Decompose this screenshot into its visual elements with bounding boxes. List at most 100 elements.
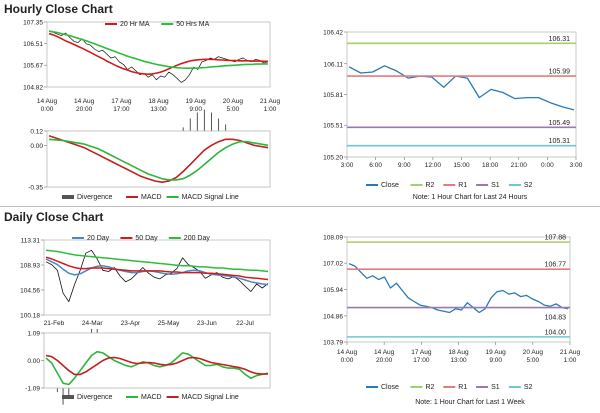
hourly-pivot-legend-label: R2 xyxy=(426,182,435,189)
daily_price-series-20-day xyxy=(45,258,269,286)
hourly-price-xtick-label: 9:00 xyxy=(189,106,202,113)
daily_pivot-ytick-label: 103.79 xyxy=(323,340,343,347)
hourly-price-xtick-label: 17:00 xyxy=(113,106,130,113)
daily-pivot-xtick-label: 20:00 xyxy=(376,357,393,364)
daily-pivot-level-label: 107.88 xyxy=(545,235,567,242)
daily-pivot-note: Note: 1 Hour Chart for Last 1 Week xyxy=(415,399,525,406)
daily-pivot-legend-label: R2 xyxy=(426,384,435,391)
hourly_price-series-20-hr-ma xyxy=(48,32,268,75)
daily_macd-frame xyxy=(43,332,271,389)
hourly_price-ytick-label: 104.82 xyxy=(23,85,43,92)
hourly_pivot-frame xyxy=(346,31,577,158)
daily-pivot-level-label: 104.83 xyxy=(545,315,567,322)
hourly-pivot-level-label: 105.99 xyxy=(549,69,571,76)
daily_macd-series-macd xyxy=(45,350,269,386)
daily-pivot-legend-label: S1 xyxy=(491,384,500,391)
daily-pivot-xtick-label: 17:00 xyxy=(413,357,430,364)
hourly_macd-ytick-label: 0.12 xyxy=(30,129,43,136)
daily-pivot-xtick-label: 13:00 xyxy=(450,357,467,364)
hourly_price-series-50-hrs-ma xyxy=(48,30,268,69)
hourly-macd-legend-swatch xyxy=(62,195,74,199)
daily-pivot-xtick-label: 14 Aug xyxy=(374,349,395,356)
daily-price-xtick-label: 23-Jun xyxy=(197,320,217,327)
daily_price-ytick-label: 113.31 xyxy=(21,238,41,245)
daily-price-legend-label: 20 Day xyxy=(87,235,110,242)
daily-macd-legend-label: MACD Signal Line xyxy=(182,394,239,401)
daily_price-ytick-label: 108.93 xyxy=(20,263,40,270)
daily-price-xtick-label: 21-Feb xyxy=(44,320,65,327)
hourly-pivot-xtick-label: 21:00 xyxy=(511,162,528,169)
daily-section-title: Daily Close Chart xyxy=(4,210,104,224)
daily-pivot-xtick-label: 19 Aug xyxy=(486,349,507,356)
daily_macd-ytick-label: 1.09 xyxy=(27,331,40,338)
hourly-price-xtick-label: 0:00 xyxy=(41,106,54,113)
daily-pivot-xtick-label: 1:00 xyxy=(564,357,577,364)
daily_price-series-50-day xyxy=(45,256,269,281)
hourly-section-title: Hourly Close Chart xyxy=(4,2,113,16)
daily-pivot-level-label: 104.00 xyxy=(545,329,567,336)
daily-pivot-xtick-label: 5:00 xyxy=(527,357,540,364)
daily_price-series-close xyxy=(45,249,269,303)
hourly-price-xtick-label: 13:00 xyxy=(150,106,167,113)
daily-macd-legend-label: Divergence xyxy=(77,394,113,401)
daily_pivot-frame xyxy=(346,236,571,343)
daily-price-legend-label: 50 Day xyxy=(135,235,158,242)
hourly-price-xtick-label: 5:00 xyxy=(227,106,240,113)
hourly-macd-legend-label: MACD xyxy=(141,194,162,201)
daily-pivot-xtick-label: 9:00 xyxy=(489,357,502,364)
hourly-pivot-xtick-label: 3:00 xyxy=(570,162,583,169)
daily_price-series-200-day xyxy=(45,249,269,273)
hourly_macd-series-macd xyxy=(48,135,269,183)
hourly_pivot-ytick-label: 105.20 xyxy=(323,155,343,162)
daily-price-xtick-label: 23-Apr xyxy=(121,320,141,327)
hourly-price-xtick-label: 14 Aug xyxy=(37,98,58,105)
hourly-pivot-note: Note: 1 Hour Chart for Last 24 Hours xyxy=(412,194,528,201)
hourly-price-xtick-label: 19 Aug xyxy=(186,98,207,105)
daily-pivot-xtick-label: 20 Aug xyxy=(523,349,544,356)
daily_macd-ytick-label: -1.09 xyxy=(25,386,40,393)
hourly-pivot-legend-label: R1 xyxy=(458,182,467,189)
hourly-pivot-xtick-label: 18:00 xyxy=(482,162,499,169)
hourly_pivot-ytick-label: 106.42 xyxy=(323,30,343,37)
hourly-pivot-xtick-label: 3:00 xyxy=(341,162,354,169)
hourly-price-xtick-label: 20:00 xyxy=(76,106,93,113)
hourly_pivot-ytick-label: 105.81 xyxy=(323,92,343,99)
daily-pivot-legend-label: R1 xyxy=(458,384,467,391)
hourly_price-ytick-label: 106.51 xyxy=(23,41,43,48)
daily-price-xtick-label: 22-Jul xyxy=(236,320,254,327)
hourly-price-legend-label: 50 Hrs MA xyxy=(176,21,209,28)
daily_macd-series-macd-signal-line xyxy=(45,354,269,376)
section-divider xyxy=(0,206,600,207)
hourly-pivot-legend-label: S1 xyxy=(491,182,500,189)
daily-macd-legend-swatch xyxy=(62,395,74,399)
hourly-pivot-xtick-label: 9:00 xyxy=(398,162,411,169)
daily_price-ytick-label: 100.18 xyxy=(20,313,40,320)
daily_pivot-ytick-label: 107.02 xyxy=(323,261,343,268)
daily-pivot-xtick-label: 21 Aug xyxy=(560,349,581,356)
hourly_macd-ytick-label: -0.35 xyxy=(28,185,43,192)
daily_pivot-ytick-label: 108.09 xyxy=(323,235,343,242)
hourly_macd-ytick-label: 0.00 xyxy=(30,143,43,150)
hourly_price-ytick-label: 107.35 xyxy=(23,20,43,27)
daily-pivot-level-label: 106.77 xyxy=(545,262,567,269)
hourly-pivot-xtick-label: 0:00 xyxy=(541,162,554,169)
hourly-pivot-level-label: 106.31 xyxy=(549,36,571,43)
hourly-pivot-xtick-label: 15:00 xyxy=(453,162,470,169)
daily-pivot-xtick-label: 14 Aug xyxy=(337,349,358,356)
hourly_price-ytick-label: 105.67 xyxy=(23,63,43,70)
daily_macd-ytick-label: 0.00 xyxy=(27,358,40,365)
daily-pivot-xtick-label: 0:00 xyxy=(341,357,354,364)
hourly-pivot-xtick-label: 6:00 xyxy=(369,162,382,169)
hourly-price-legend-label: 20 Hr MA xyxy=(120,21,150,28)
hourly-price-xtick-label: 1:00 xyxy=(264,106,277,113)
hourly-pivot-level-label: 105.49 xyxy=(549,120,571,127)
hourly-price-xtick-label: 14 Aug xyxy=(74,98,95,105)
hourly_pivot-ytick-label: 106.11 xyxy=(324,61,344,68)
daily_pivot-ytick-label: 105.94 xyxy=(323,287,343,294)
hourly_pivot-ytick-label: 105.51 xyxy=(323,123,343,130)
hourly-macd-legend-label: Divergence xyxy=(77,194,113,201)
hourly-pivot-xtick-label: 12:00 xyxy=(425,162,442,169)
hourly-pivot-legend-label: Close xyxy=(381,182,399,189)
hourly-pivot-legend-label: S2 xyxy=(524,182,533,189)
